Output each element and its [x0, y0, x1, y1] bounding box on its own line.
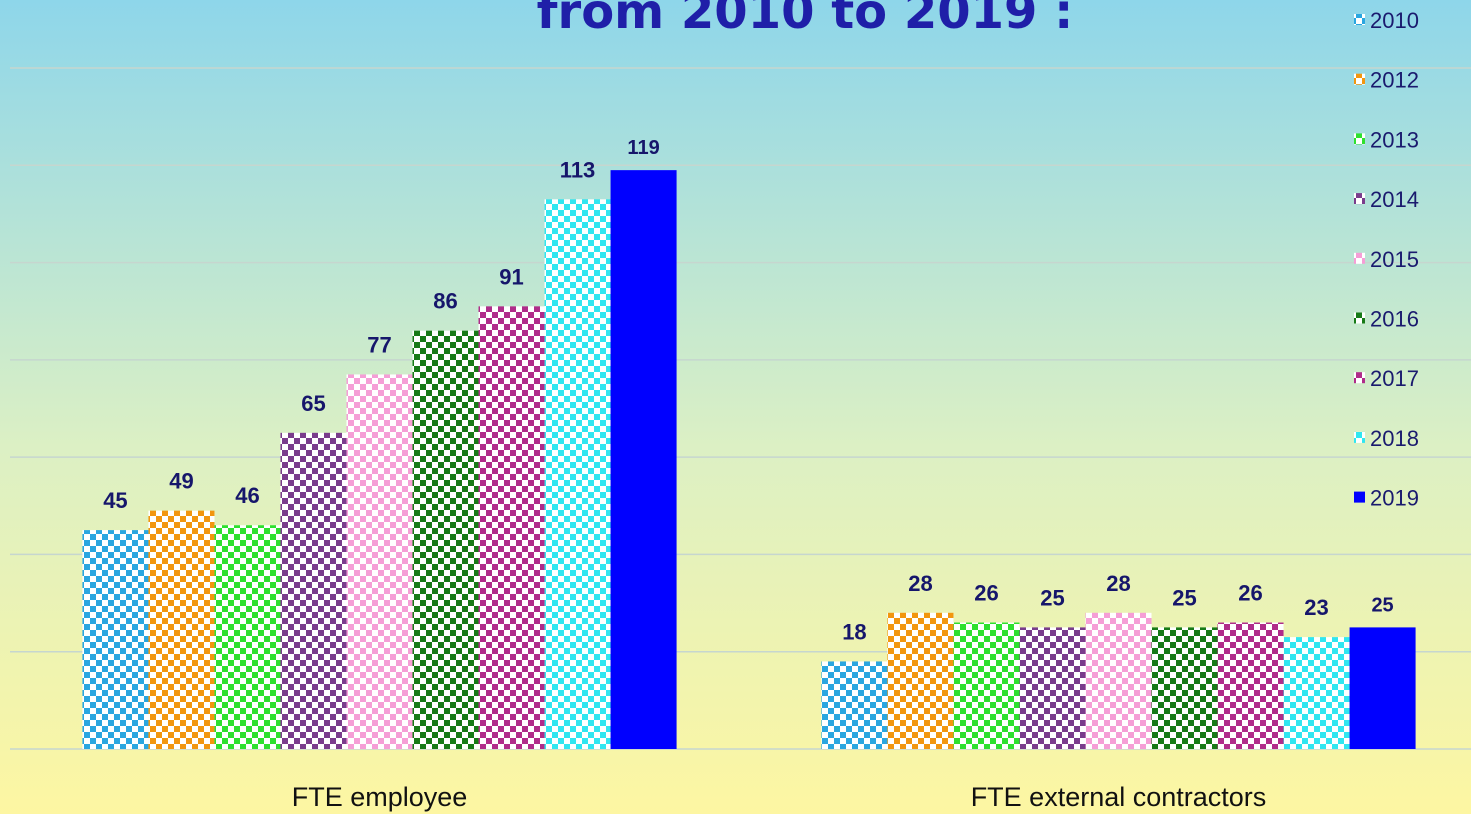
legend-label: 2010 [1370, 8, 1419, 33]
bar [1349, 627, 1416, 749]
legend-label: 2016 [1370, 307, 1419, 332]
legend-swatch [1354, 133, 1365, 145]
bar [887, 612, 954, 749]
data-label: 26 [974, 581, 998, 606]
data-label: 18 [842, 619, 866, 644]
legend-swatch [1354, 431, 1365, 443]
legend-label: 2019 [1370, 486, 1419, 511]
data-label: 46 [235, 483, 259, 508]
x-tick-label: FTE external contractors [971, 782, 1267, 812]
data-label: 26 [1238, 581, 1262, 606]
legend-label: 2014 [1370, 187, 1419, 212]
bar [1151, 627, 1218, 749]
data-label: 77 [367, 332, 391, 357]
bar [148, 510, 215, 749]
legend-swatch [1354, 193, 1365, 205]
data-label: 25 [1172, 585, 1196, 610]
x-tick-label: FTE employee [292, 782, 468, 812]
bar [610, 170, 677, 749]
data-label: 113 [560, 157, 596, 182]
bar [544, 199, 611, 750]
data-label: 28 [908, 571, 932, 596]
bar [821, 661, 888, 749]
data-label: 23 [1304, 595, 1328, 620]
bar [280, 432, 347, 749]
legend-swatch [1354, 252, 1365, 264]
data-label: 25 [1040, 585, 1064, 610]
bar [214, 525, 281, 749]
legend-swatch [1354, 372, 1365, 384]
legend-swatch [1354, 14, 1365, 25]
legend-label: 2015 [1370, 247, 1419, 272]
chart-title: from 2010 to 2019 : [537, 0, 1074, 40]
legend-swatch [1354, 491, 1365, 503]
bar [1283, 637, 1350, 749]
legend-label: 2013 [1370, 127, 1419, 152]
bar [478, 306, 545, 749]
data-label: 45 [103, 488, 127, 513]
data-label: 119 [627, 137, 659, 159]
bar [412, 330, 479, 749]
data-label: 28 [1106, 571, 1130, 596]
bar [1217, 622, 1284, 749]
data-label: 86 [433, 289, 457, 314]
data-label: 65 [301, 391, 325, 416]
legend-label: 2018 [1370, 426, 1419, 451]
legend-swatch [1354, 312, 1365, 324]
bar [1085, 612, 1152, 749]
bar [953, 622, 1020, 749]
data-label: 25 [1371, 594, 1393, 616]
bar [346, 374, 413, 749]
data-label: 91 [499, 264, 523, 289]
bar [1019, 627, 1086, 749]
legend-swatch [1354, 73, 1365, 85]
legend-label: 2012 [1370, 68, 1419, 93]
data-label: 49 [169, 469, 193, 494]
bar [82, 530, 149, 749]
legend-label: 2017 [1370, 366, 1419, 391]
